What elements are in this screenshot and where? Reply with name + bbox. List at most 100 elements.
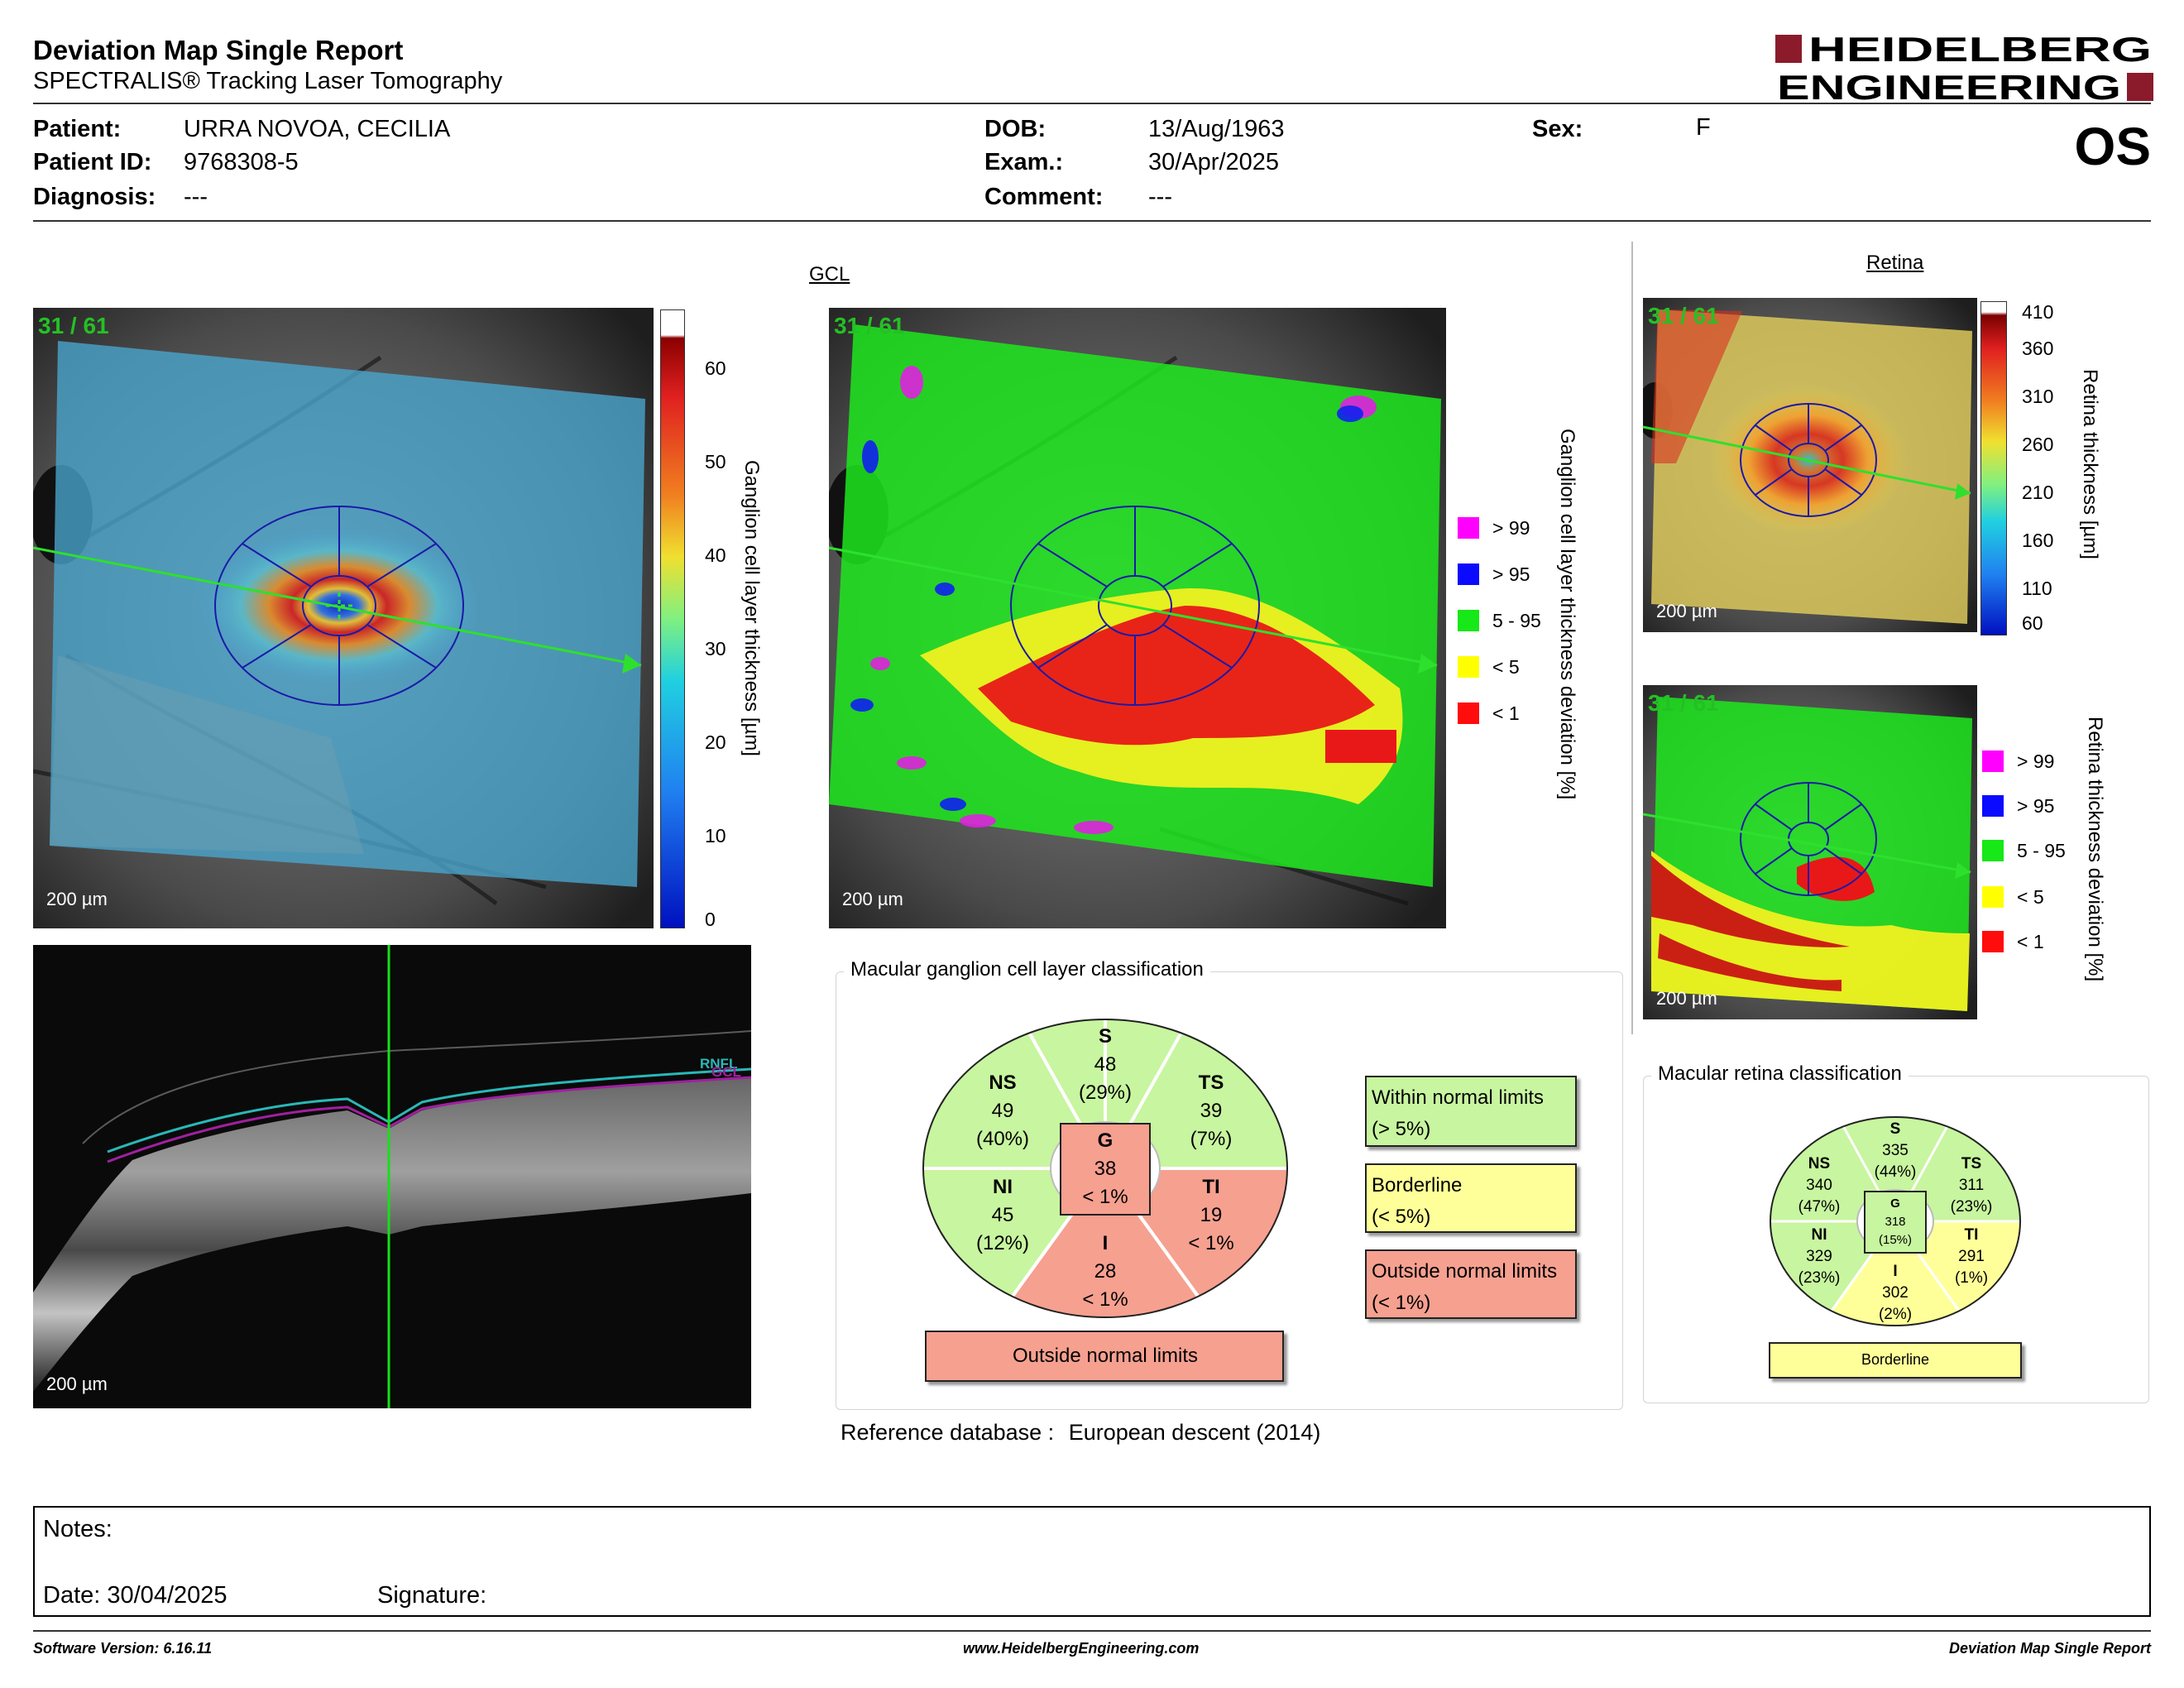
retina-classification-title: Macular retina classification [1651,1062,1909,1086]
scale-bar-label: 200 µm [1656,988,1717,1009]
gcl-heading: GCL [809,263,850,285]
sector-value: 38 [1094,1158,1117,1180]
retina-thickness-axis-label: Retina thickness [µm] [2079,369,2101,559]
sector-name: I [1893,1263,1898,1280]
signature-label: Signature: [377,1582,487,1609]
sector-pct: < 1% [1082,1288,1128,1311]
retina-tick-110: 110 [2022,578,2052,599]
sector-name: G [1097,1129,1114,1152]
patient-name: URRA NOVOA, CECILIA [184,116,451,142]
eye-label: OS [2074,117,2151,176]
notes-box[interactable]: Notes: Date: 30/04/2025 Signature: [33,1506,2151,1617]
scale-bar-label: 200 µm [842,889,903,909]
sector-name: NS [1808,1155,1831,1172]
retina-tick-60: 60 [2022,612,2043,634]
gcl-sector-s: S 48 (29%) [922,1023,1289,1107]
sector-value: 340 [1806,1177,1832,1194]
sector-value: 329 [1806,1248,1832,1265]
website-link[interactable]: www.HeidelbergEngineering.com [963,1640,1200,1657]
legend-label: > 95 [2017,794,2055,817]
legend-5-95: 5 - 95 [1982,839,2066,862]
sector-name: S [1098,1025,1112,1048]
sector-name: NS [989,1072,1017,1094]
notes-label: Notes: [43,1516,113,1542]
legend-gt95: > 95 [1458,563,1530,586]
key-label: Outside normal limits [1372,1260,1558,1283]
retina-sector-ns: NS 340 (47%) [1790,1153,1848,1218]
sector-value: 311 [1958,1177,1985,1194]
header-rule [33,103,2151,104]
retina-tick-360: 360 [2022,338,2054,359]
legend-swatch [1982,931,2004,952]
sector-value: 291 [1958,1248,1985,1265]
gcl-sector-ts: TS 39 (7%) [1170,1069,1252,1153]
retina-sector-s: S 335 (44%) [1769,1119,2022,1183]
sector-name: G [1890,1196,1900,1211]
legend-label: > 99 [1492,516,1530,539]
exam-label: Exam.: [984,149,1064,175]
patient-rule [33,220,2151,222]
scale-bar-label: 200 µm [46,889,108,909]
reference-label: Reference database : [841,1420,1055,1445]
retina-heading: Retina [1866,252,1924,274]
sector-pct: (40%) [975,1128,1030,1150]
frame-count: 31 / 61 [38,313,109,338]
sector-pct: (1%) [1954,1269,1989,1287]
sector-name: I [1102,1232,1109,1254]
gcl-tick-20: 20 [705,731,726,753]
dob-label: DOB: [984,116,1046,142]
diagnosis-value: --- [184,184,208,210]
retina-thickness-map: 31 / 61 200 µm [1643,298,1977,632]
gcl-classification-title: Macular ganglion cell layer classificati… [844,958,1210,981]
gcl-classification-panel [836,971,1623,1410]
key-label: Within normal limits [1372,1086,1545,1109]
comment-value: --- [1148,184,1172,210]
sector-name: TI [1964,1226,1979,1244]
key-label: Borderline [1372,1174,1463,1196]
legend-label: < 5 [2017,885,2044,908]
gcl-tick-30: 30 [705,638,726,659]
gcl-sector-g: G 38 < 1% [1061,1127,1150,1211]
software-version: Software Version: 6.16.11 [33,1640,213,1657]
scale-bar-label: 200 µm [46,1374,108,1394]
frame-count: 31 / 61 [1648,690,1719,716]
retina-deviation-axis-label: Retina thickness deviation [%] [2084,717,2106,982]
patient-id-label: Patient ID: [33,149,152,175]
scale-bar-label: 200 µm [1656,601,1717,621]
sex-label: Sex: [1532,116,1583,142]
sector-pct: (2%) [1878,1306,1913,1323]
gcl-thickness-colorbar [660,309,685,928]
logo-text-1: HEIDELBERG [1808,31,2152,69]
exam-value: 30/Apr/2025 [1148,149,1280,175]
legend-swatch [1982,750,2004,772]
retina-sector-ts: TS 311 (23%) [1942,1153,2000,1218]
sector-pct: < 1% [1082,1186,1128,1208]
legend-lt5: < 5 [1982,885,2044,909]
sector-pct: (23%) [1950,1198,1993,1216]
gcl-tick-0: 0 [705,909,716,930]
gcl-sector-chart: S 48 (29%) NS 49 (40%) TS 39 (7%) NI 45 … [922,1018,1289,1319]
retina-tick-410: 410 [2022,301,2054,323]
retina-thickness-colorbar [1980,301,2007,635]
key-range: (< 5%) [1372,1206,1431,1228]
retina-deviation-map: 31 / 61 200 µm [1643,685,1977,1019]
sector-pct: (7%) [1190,1128,1233,1150]
legend-label: 5 - 95 [1492,609,1541,631]
sector-pct: (47%) [1798,1198,1841,1216]
key-outside-normal: Outside normal limits (< 1%) [1365,1249,1577,1319]
sector-value: 28 [1094,1260,1117,1283]
legend-label: > 95 [1492,563,1530,585]
legend-swatch [1982,886,2004,908]
reference-value: European descent (2014) [1068,1420,1321,1445]
sector-name: TS [1198,1072,1224,1094]
gcl-sector-i: I 28 < 1% [922,1230,1289,1314]
retina-tick-260: 260 [2022,434,2054,455]
retina-tick-310: 310 [2022,386,2054,407]
layer-label-gcl: GCL [711,1064,741,1080]
retina-tick-160: 160 [2022,530,2054,551]
retina-sector-g: G 318 (15%) [1865,1195,1926,1249]
retina-sector-chart: S 335 (44%) NS 340 (47%) TS 311 (23%) NI… [1769,1115,2022,1327]
frame-count: 31 / 61 [834,313,905,338]
gcl-thickness-map: 31 / 61 200 µm [33,308,654,928]
report-subtitle: SPECTRALIS® Tracking Laser Tomography [33,68,503,94]
